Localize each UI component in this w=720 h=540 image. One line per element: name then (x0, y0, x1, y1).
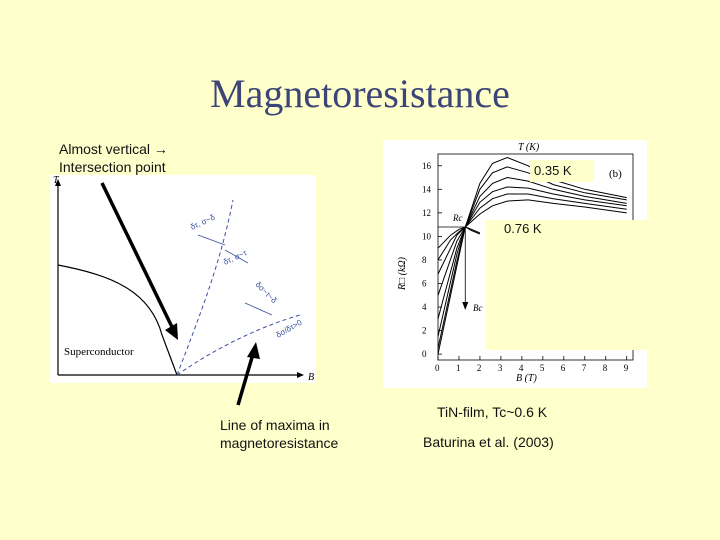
x-tick-label: 5 (540, 363, 545, 373)
x-tick-label: 3 (498, 363, 503, 373)
resistance-curve (437, 156, 627, 355)
phase-diagram-figure: T B Superconductor δτ, σ~δ δτ, σ~τ δσ~τ~… (50, 175, 316, 383)
note-almost-vertical: Almost vertical → Intersection point (59, 140, 168, 176)
label-035k: 0.35 K (534, 163, 572, 178)
y-tick-label: 12 (422, 208, 431, 218)
label-076k: 0.76 K (504, 221, 542, 236)
x-tick-label: 6 (561, 363, 566, 373)
slide-title: Magnetoresistance (210, 71, 510, 116)
resistance-curve (437, 226, 481, 261)
note-line-1: Almost vertical → (59, 141, 168, 157)
dashed-line-maxima (176, 314, 301, 376)
annotation-rc: Rc (452, 213, 463, 223)
phase-diagram-svg: T B Superconductor δτ, σ~δ δτ, σ~τ δσ~τ~… (53, 175, 314, 383)
annotation-3: δσ~τ~δ (254, 280, 279, 305)
x-tick-label: 7 (582, 363, 587, 373)
y-tick-label: 0 (422, 349, 427, 359)
small-arrow-1 (197, 234, 226, 246)
chart-y-label: R□ (kΩ) (397, 256, 408, 291)
x-tick-label: 8 (603, 363, 608, 373)
label-box-035k: 0.35 K (530, 160, 594, 182)
chart-x-label: B (T) (516, 373, 538, 384)
y-tick-label: 14 (422, 184, 432, 194)
x-tick-label: 9 (624, 363, 629, 373)
x-tick-label: 4 (519, 363, 524, 373)
y-tick-label: 10 (422, 231, 432, 241)
y-axis-label: T (53, 175, 60, 186)
chart-panel-label: (b) (609, 168, 622, 180)
caption-reference: Baturina et al. (2003) (423, 434, 554, 450)
resistance-curve (437, 186, 627, 319)
chart-curves (437, 156, 627, 355)
caption-maxima-line-1: Line of maxima in (220, 417, 330, 433)
x-tick-label: 2 (477, 363, 482, 373)
resistance-curve (437, 226, 481, 249)
resistance-curve (437, 199, 627, 275)
x-axis-arrow (297, 372, 304, 378)
annotation-4: δσ/δτ>0 (275, 318, 304, 340)
x-tick-label: 1 (456, 363, 461, 373)
caption-tin-film: TiN-film, Tc~0.6 K (437, 404, 548, 420)
resistance-curve (437, 176, 627, 337)
dashed-line-vertical (176, 199, 234, 376)
small-arrow-3 (244, 302, 273, 316)
x-axis-label: B (308, 372, 314, 383)
label-box-076k: 0.76 K (486, 220, 650, 350)
y-tick-label: 2 (422, 326, 427, 336)
y-axis-arrow (55, 179, 61, 186)
y-tick-label: 6 (422, 278, 427, 288)
small-arrow-2 (224, 249, 249, 264)
superconductor-boundary (57, 264, 178, 376)
caption-maxima-line-2: magnetoresistance (220, 435, 339, 451)
caption-maxima: Line of maxima in magnetoresistance (220, 416, 338, 452)
note-line-2: Intersection point (59, 159, 166, 175)
x-tick-label: 0 (435, 363, 440, 373)
resistance-curve (437, 193, 627, 296)
region-label-superconductor: Superconductor (64, 346, 134, 358)
annotation-1: δτ, σ~δ (189, 212, 217, 231)
annotation-bc: Bc (473, 303, 483, 313)
chart-top-label: T (K) (518, 142, 540, 153)
y-tick-label: 16 (422, 161, 432, 171)
resistance-curve (437, 166, 627, 349)
y-tick-label: 4 (422, 302, 427, 312)
y-tick-label: 8 (422, 255, 427, 265)
bc-marker-arrowhead (462, 302, 469, 310)
